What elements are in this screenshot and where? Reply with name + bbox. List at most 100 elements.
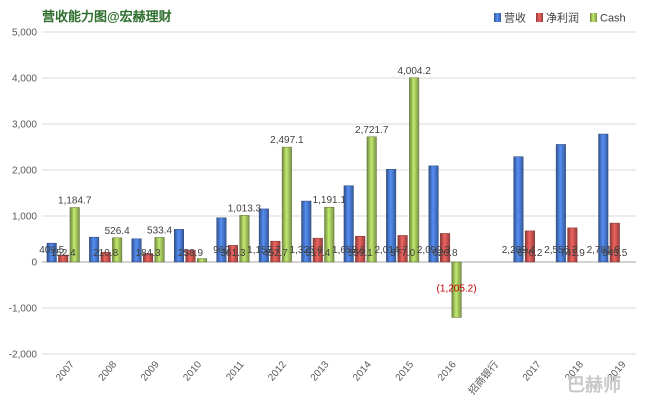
x-tick-label: 2011 <box>224 359 247 383</box>
data-label: 2,014.7 <box>374 245 408 256</box>
bar <box>112 237 123 263</box>
bar <box>513 156 524 263</box>
data-label: (1,205.2) <box>437 283 477 294</box>
bar <box>46 242 57 263</box>
bar <box>69 207 80 263</box>
bar <box>281 146 292 263</box>
bar <box>154 237 165 263</box>
chart-title: 营收能力图@宏赫理财 <box>42 9 172 24</box>
data-label: 2,497.1 <box>270 135 304 146</box>
data-label: 533.4 <box>147 225 172 236</box>
data-label: 152.4 <box>51 248 76 259</box>
data-label: 361.3 <box>220 248 245 259</box>
bar <box>89 236 100 263</box>
y-axis: -2,000 -1,000 0 1,000 2,000 3,000 4,000 5,000 <box>9 28 38 361</box>
data-label: 559.1 <box>348 248 373 259</box>
bar <box>216 217 227 263</box>
bar <box>567 227 578 263</box>
bar <box>555 144 566 263</box>
data-label: 409.5 <box>39 245 64 256</box>
bar <box>100 252 111 263</box>
legend-label: 净利润 <box>546 11 579 25</box>
data-label: 1,184.7 <box>58 196 92 207</box>
legend: 营收 净利润 Cash <box>494 11 626 25</box>
x-tick-label: 2015 <box>394 359 417 383</box>
data-label: 960 <box>213 245 230 256</box>
x-tick-label: 2013 <box>309 359 332 383</box>
data-label: 184.3 <box>136 248 161 259</box>
data-label: 258.9 <box>178 248 203 259</box>
bar <box>428 165 439 263</box>
watermark: 巴赫师 <box>567 374 621 395</box>
bar <box>598 133 609 263</box>
data-label: 1,325.0 <box>290 245 324 256</box>
x-axis: 2007 2008 2009 2010 2011 2012 2013 2014 2015 2016… <box>54 358 629 397</box>
x-tick-label: 2012 <box>266 359 289 383</box>
bar <box>239 215 250 263</box>
bar <box>451 261 462 318</box>
data-label: 1,153.7 <box>247 245 281 256</box>
data-label: 517.4 <box>305 248 330 259</box>
x-tick-label: 2007 <box>54 359 77 383</box>
data-label: 2,090.3 <box>417 245 451 256</box>
data-label: 1,658.6 <box>332 245 366 256</box>
bar <box>312 237 323 263</box>
data-label: 845.5 <box>602 248 627 259</box>
data-label: 452.7 <box>263 248 288 259</box>
y-tick-label: -2,000 <box>9 350 38 361</box>
bar <box>409 77 420 263</box>
bar <box>386 169 397 263</box>
data-label: 210.8 <box>93 248 118 259</box>
x-tick-label: 2010 <box>181 359 204 383</box>
legend-swatch <box>494 13 501 22</box>
data-label: 741.9 <box>560 248 585 259</box>
bar <box>324 206 335 263</box>
bar <box>258 208 269 263</box>
data-label: 620.8 <box>433 248 458 259</box>
data-label: 1,191.1 <box>313 195 347 206</box>
bar <box>58 254 69 263</box>
x-tick-label: 2009 <box>139 359 162 383</box>
data-label: 577.0 <box>390 248 415 259</box>
bar <box>524 230 535 263</box>
bar <box>343 185 354 263</box>
bar <box>131 238 142 263</box>
y-tick-label: 1,000 <box>12 212 37 223</box>
data-label: 1,013.3 <box>228 203 262 214</box>
y-tick-label: 5,000 <box>12 28 37 39</box>
bar <box>197 258 207 263</box>
x-tick-label: 2017 <box>521 359 544 383</box>
bar <box>227 245 238 263</box>
bar <box>185 249 196 263</box>
bar <box>355 236 366 263</box>
x-tick-label: 2008 <box>97 359 120 383</box>
data-label: 2,721.7 <box>355 125 389 136</box>
x-tick-label: 2014 <box>351 359 374 383</box>
y-tick-label: 3,000 <box>12 120 37 131</box>
data-label: 2,289.4 <box>502 245 536 256</box>
x-tick-label: 招商银行 <box>465 358 501 397</box>
bar <box>143 253 154 263</box>
legend-label: 营收 <box>504 11 526 25</box>
bar <box>301 200 312 263</box>
y-tick-label: 4,000 <box>12 74 37 85</box>
gridlines <box>42 31 636 355</box>
y-tick-label: -1,000 <box>9 304 38 315</box>
legend-swatch <box>536 13 543 22</box>
legend-swatch <box>590 13 597 22</box>
data-label: 4,004.2 <box>397 66 431 77</box>
y-tick-label: 0 <box>31 258 37 269</box>
bar <box>366 136 377 263</box>
data-label: 2,781.9 <box>587 245 621 256</box>
x-tick-label: 2016 <box>436 359 459 383</box>
legend-label: Cash <box>600 13 626 25</box>
data-label: 676.2 <box>517 248 542 259</box>
data-label: 2,555.3 <box>544 245 578 256</box>
bar <box>440 233 451 263</box>
bars <box>46 77 620 318</box>
bar <box>270 240 281 263</box>
data-label: 526.4 <box>105 226 130 237</box>
